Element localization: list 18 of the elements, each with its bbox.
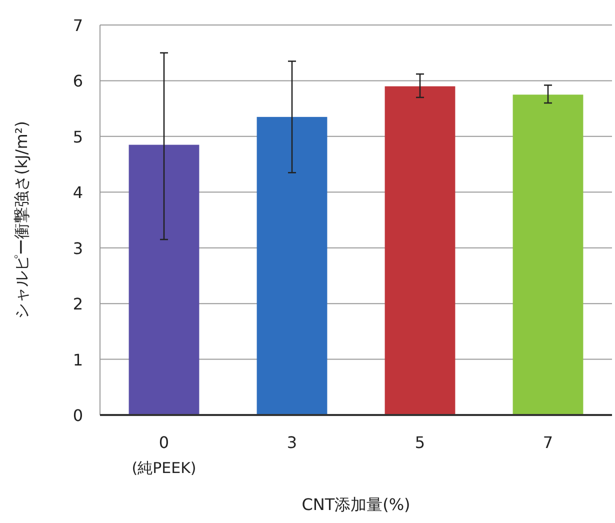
- x-tick-label: 7: [542, 433, 554, 452]
- y-tick-label: 5: [72, 127, 84, 146]
- y-tick-label: 4: [72, 183, 84, 202]
- y-tick-label: 6: [72, 72, 84, 91]
- x-tick-label: 5: [414, 433, 426, 452]
- y-tick-label: 0: [72, 406, 84, 425]
- y-axis-title: シャルピー衝撃強さ(kJ/m²): [12, 121, 31, 319]
- y-tick-label: 7: [72, 16, 84, 35]
- x-axis-title: CNT添加量(%): [302, 495, 410, 514]
- bar: [128, 144, 200, 415]
- x-tick-label: 3: [286, 433, 298, 452]
- bar: [256, 116, 328, 415]
- bar: [384, 86, 456, 415]
- y-tick-label: 1: [72, 350, 84, 370]
- bar: [512, 94, 584, 415]
- x-tick-label: 0 (純PEEK): [132, 433, 196, 477]
- y-tick-label: 3: [72, 238, 84, 258]
- y-tick-label: 2: [72, 294, 84, 314]
